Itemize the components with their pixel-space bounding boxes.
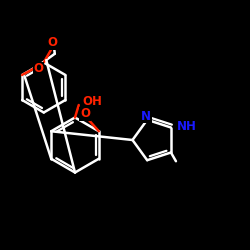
- Text: OH: OH: [82, 95, 102, 108]
- Text: O: O: [80, 107, 90, 120]
- Text: N: N: [141, 110, 151, 122]
- Text: NH: NH: [176, 120, 196, 133]
- Text: O: O: [33, 62, 43, 75]
- Text: O: O: [48, 36, 58, 49]
